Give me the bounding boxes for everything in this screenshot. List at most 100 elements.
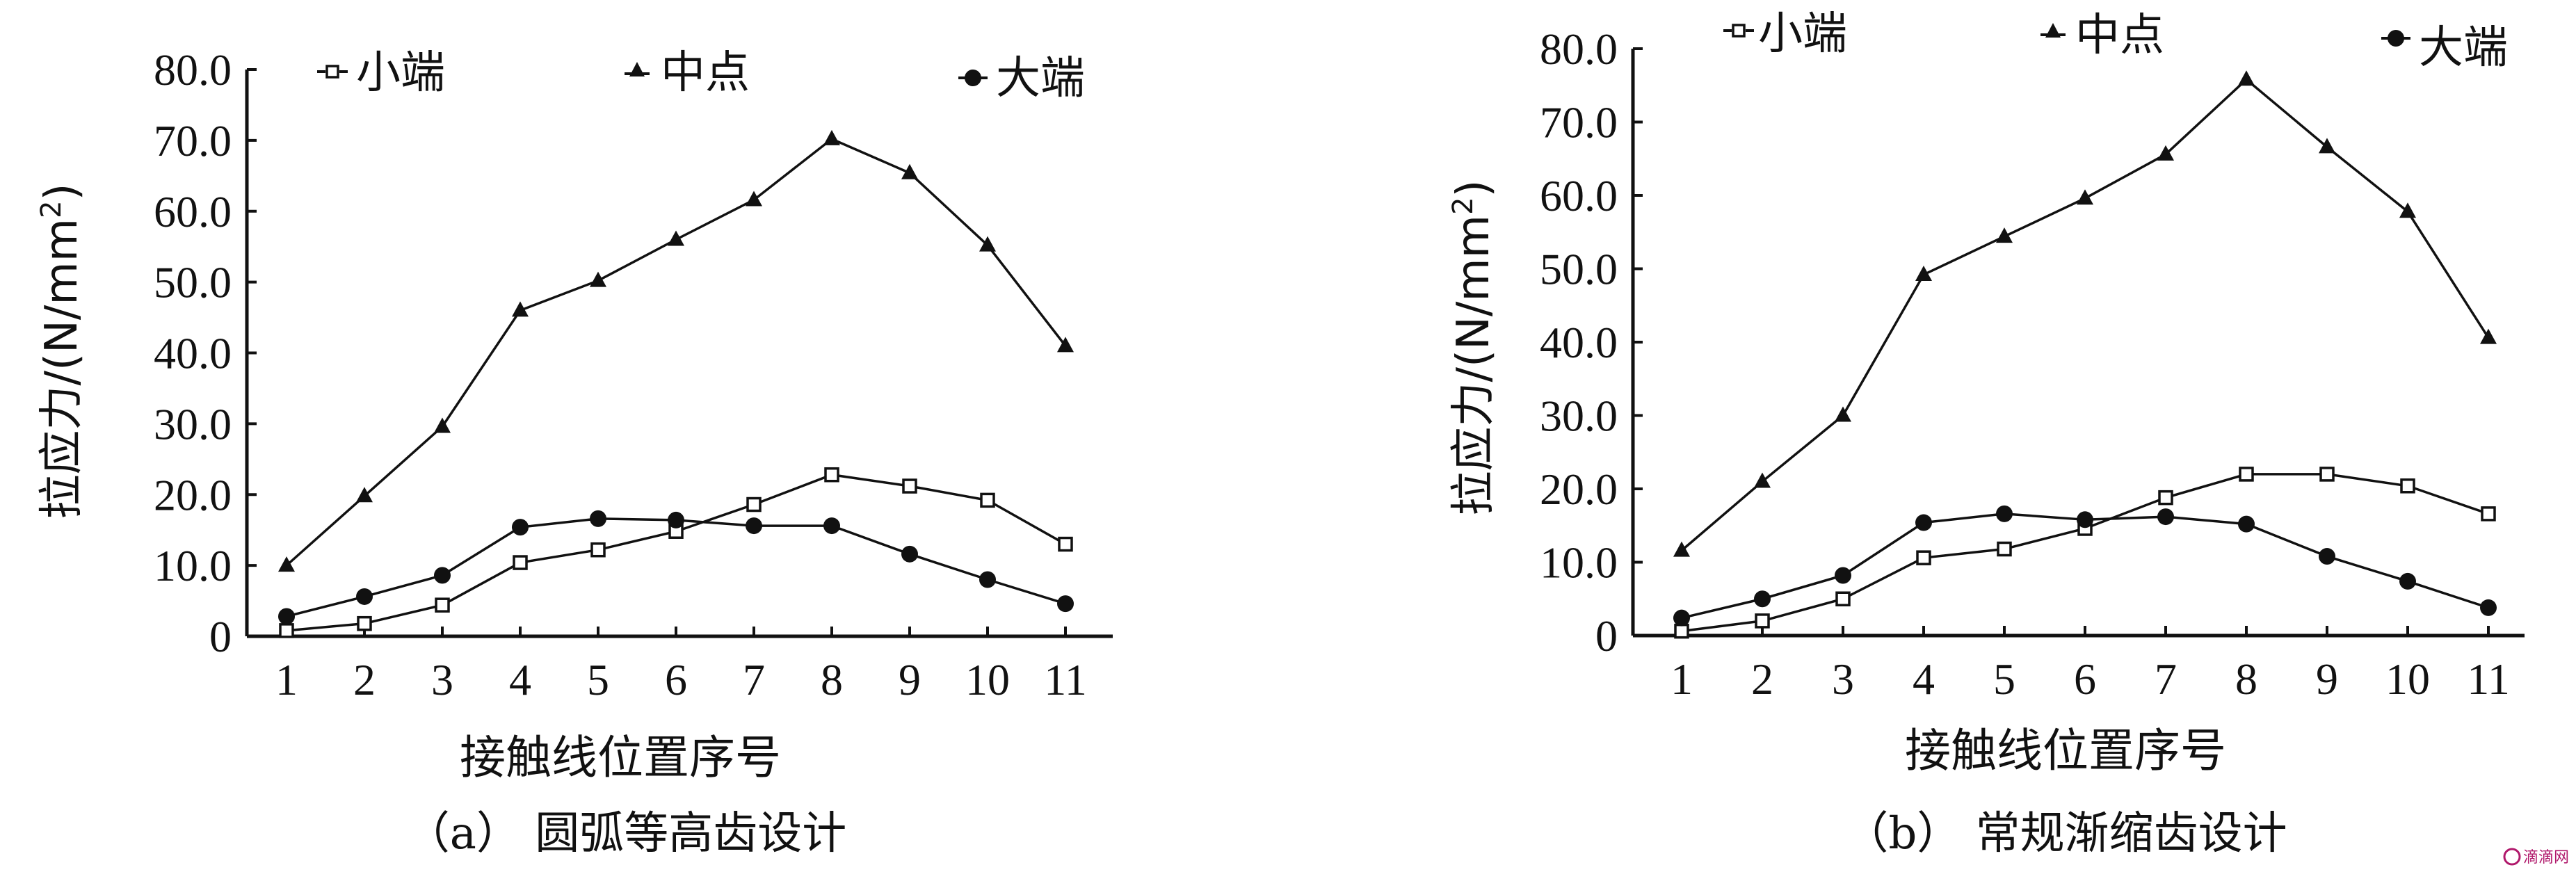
x-axis-label: 接触线位置序号 xyxy=(1905,724,2226,777)
data-point-large-end xyxy=(979,571,996,588)
legend-marker-midpoint xyxy=(2040,23,2066,38)
data-point-small-end xyxy=(1674,623,1689,639)
data-point-midpoint xyxy=(590,271,606,287)
x-tick-label: 6 xyxy=(2074,654,2096,704)
data-point-small-end xyxy=(2319,467,2335,482)
y-tick-label: 0 xyxy=(209,612,232,661)
y-tick-label: 80.0 xyxy=(1540,24,1618,74)
data-point-small-end xyxy=(1835,591,1851,606)
legend: 小端 中点 大端 xyxy=(1723,8,2508,74)
data-point-large-end xyxy=(1057,595,1074,613)
y-tick-label: 30.0 xyxy=(1540,391,1618,441)
data-point-large-end xyxy=(746,517,762,535)
data-point-large-end xyxy=(2077,511,2093,528)
data-point-midpoint xyxy=(278,556,295,572)
x-tick-label: 2 xyxy=(1751,654,1773,704)
y-tick-label: 60.0 xyxy=(154,187,232,236)
data-point-small-end xyxy=(824,467,839,483)
watermark-text: 滴滴网 xyxy=(2523,849,2569,866)
data-point-small-end xyxy=(2481,506,2496,522)
data-point-small-end xyxy=(1997,541,2012,557)
legend-label-midpoint: 中点 xyxy=(2075,10,2164,61)
chart-panel-a: 小端 中点 大端 拉应力/(N/mm2) 接触线位置序号 （a） 圆弧等高齿设计… xyxy=(35,45,1113,859)
legend-label-small-end: 小端 xyxy=(1758,8,1847,60)
data-point-large-end xyxy=(356,588,373,605)
data-point-small-end xyxy=(435,597,450,613)
y-tick-label: 50.0 xyxy=(1540,245,1618,294)
data-point-small-end xyxy=(590,542,606,558)
legend-marker-small-end xyxy=(317,65,348,79)
y-tick-label: 60.0 xyxy=(1540,171,1618,220)
data-point-large-end xyxy=(278,608,295,625)
data-point-large-end xyxy=(1915,514,1932,531)
data-point-small-end xyxy=(279,623,294,638)
data-point-large-end xyxy=(590,510,606,527)
series-line-small-end xyxy=(286,473,1066,632)
y-tick-label: 40.0 xyxy=(1540,318,1618,367)
data-point-large-end xyxy=(901,545,918,563)
x-tick-label: 11 xyxy=(1044,655,1087,704)
x-tick-label: 7 xyxy=(2155,654,2177,704)
legend-label-midpoint: 中点 xyxy=(661,47,750,99)
data-point-large-end xyxy=(1754,590,1771,608)
data-point-small-end xyxy=(2158,490,2173,506)
data-point-large-end xyxy=(668,511,684,528)
y-tick-label: 20.0 xyxy=(1540,465,1618,514)
data-point-midpoint xyxy=(668,230,684,246)
data-point-small-end xyxy=(1755,613,1770,629)
x-tick-label: 3 xyxy=(1832,654,1854,704)
x-tick-label: 7 xyxy=(743,655,765,704)
data-point-large-end xyxy=(1996,505,2013,522)
data-point-large-end xyxy=(2480,599,2497,616)
x-tick-label: 9 xyxy=(899,655,921,704)
y-tick-label: 10.0 xyxy=(154,541,232,590)
data-point-midpoint xyxy=(2238,70,2255,86)
y-tick-label: 40.0 xyxy=(154,329,232,378)
data-point-midpoint xyxy=(2399,202,2416,218)
y-tick-label: 70.0 xyxy=(1540,98,1618,147)
x-tick-label: 4 xyxy=(1913,654,1935,704)
y-tick-label: 70.0 xyxy=(154,116,232,165)
data-point-small-end xyxy=(357,615,372,631)
panel-caption: （a） 圆弧等高齿设计 xyxy=(405,808,847,859)
y-tick-label: 20.0 xyxy=(154,470,232,519)
x-tick-label: 10 xyxy=(2385,654,2430,704)
data-point-midpoint xyxy=(356,487,373,503)
series-line-small-end xyxy=(1681,473,2489,633)
data-point-large-end xyxy=(2238,515,2255,533)
x-tick-label: 6 xyxy=(665,655,687,704)
data-point-midpoint xyxy=(823,129,840,145)
legend-label-large-end: 大端 xyxy=(2419,22,2508,74)
legend-label-small-end: 小端 xyxy=(356,47,445,99)
data-point-midpoint xyxy=(2319,138,2335,154)
x-tick-label: 9 xyxy=(2316,654,2338,704)
data-point-large-end xyxy=(1835,567,1851,584)
x-tick-label: 5 xyxy=(587,655,609,704)
data-point-small-end xyxy=(2239,467,2254,482)
plot-area: 0 10.0 20.0 30.0 40.0 50.0 60.0 70.0 80.0 1 2 3 4 5 6 7… xyxy=(154,45,1113,704)
y-tick-label: 30.0 xyxy=(154,399,232,449)
y-axis-label: 拉应力/(N/mm2) xyxy=(35,183,88,519)
x-tick-label: 3 xyxy=(431,655,453,704)
data-point-large-end xyxy=(823,517,840,535)
legend-marker-small-end xyxy=(1723,24,1754,38)
data-point-small-end xyxy=(2400,478,2415,494)
data-point-large-end xyxy=(2319,548,2335,565)
data-point-large-end xyxy=(434,567,451,584)
legend-label-large-end: 大端 xyxy=(996,53,1085,104)
data-point-midpoint xyxy=(1057,337,1074,353)
data-point-large-end xyxy=(2399,572,2416,590)
x-tick-label: 1 xyxy=(1671,654,1693,704)
x-tick-label: 8 xyxy=(821,655,843,704)
data-point-small-end xyxy=(902,478,917,494)
data-point-midpoint xyxy=(2480,328,2497,344)
y-tick-label: 50.0 xyxy=(154,258,232,307)
data-point-midpoint xyxy=(1754,472,1771,488)
data-point-midpoint xyxy=(2077,189,2093,205)
data-point-small-end xyxy=(1916,550,1931,565)
x-tick-label: 8 xyxy=(2235,654,2257,704)
data-point-midpoint xyxy=(434,417,451,433)
data-point-large-end xyxy=(2157,508,2174,526)
x-tick-label: 10 xyxy=(965,655,1010,704)
